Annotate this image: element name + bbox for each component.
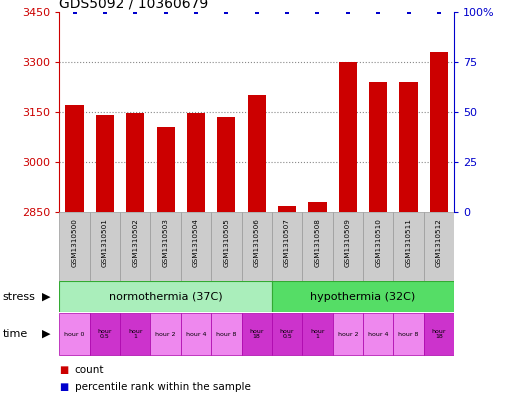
Text: hour
0.5: hour 0.5	[280, 329, 294, 340]
Bar	[126, 113, 144, 212]
Text: GSM1310511: GSM1310511	[406, 218, 412, 266]
Bar	[302, 313, 333, 355]
Text: hour
1: hour 1	[128, 329, 142, 340]
Text: ▶: ▶	[42, 292, 51, 302]
Point	[101, 9, 109, 15]
Text: hour 2: hour 2	[155, 332, 176, 336]
Bar	[211, 313, 241, 355]
Bar	[120, 212, 151, 281]
Text: GSM1310503: GSM1310503	[163, 218, 169, 266]
Text: GSM1310505: GSM1310505	[223, 218, 229, 266]
Bar	[248, 95, 266, 212]
Bar	[181, 313, 211, 355]
Bar	[90, 212, 120, 281]
Bar	[333, 212, 363, 281]
Bar	[187, 113, 205, 212]
Bar	[241, 313, 272, 355]
Text: hour
1: hour 1	[310, 329, 325, 340]
Point	[162, 9, 170, 15]
Point	[344, 9, 352, 15]
Point	[253, 9, 261, 15]
Point	[283, 9, 291, 15]
Bar	[338, 62, 357, 212]
Text: hour 8: hour 8	[216, 332, 236, 336]
Bar	[399, 82, 417, 212]
Bar	[59, 281, 272, 312]
Text: percentile rank within the sample: percentile rank within the sample	[75, 382, 251, 392]
Bar	[333, 313, 363, 355]
Bar	[66, 105, 84, 212]
Point	[70, 9, 78, 15]
Point	[192, 9, 200, 15]
Bar	[181, 212, 211, 281]
Bar	[120, 313, 151, 355]
Text: hour 0: hour 0	[64, 332, 85, 336]
Bar	[393, 313, 424, 355]
Text: hour 2: hour 2	[337, 332, 358, 336]
Text: time: time	[3, 329, 28, 339]
Bar	[211, 212, 241, 281]
Text: GSM1310500: GSM1310500	[72, 218, 77, 266]
Bar	[302, 212, 333, 281]
Bar	[272, 212, 302, 281]
Bar	[151, 313, 181, 355]
Text: GSM1310508: GSM1310508	[314, 218, 320, 266]
Bar	[278, 206, 296, 212]
Bar	[90, 313, 120, 355]
Text: hour
0.5: hour 0.5	[98, 329, 112, 340]
Bar	[369, 82, 388, 212]
Bar	[430, 52, 448, 212]
Bar	[241, 212, 272, 281]
Point	[405, 9, 413, 15]
Text: hypothermia (32C): hypothermia (32C)	[310, 292, 415, 302]
Point	[374, 9, 382, 15]
Bar	[393, 212, 424, 281]
Point	[313, 9, 321, 15]
Bar	[424, 313, 454, 355]
Text: GSM1310507: GSM1310507	[284, 218, 290, 266]
Text: ■: ■	[59, 382, 69, 392]
Bar	[151, 212, 181, 281]
Bar	[272, 313, 302, 355]
Bar	[309, 202, 327, 212]
Text: ■: ■	[59, 365, 69, 375]
Bar	[363, 212, 393, 281]
Text: count: count	[75, 365, 104, 375]
Bar	[363, 313, 393, 355]
Bar	[424, 212, 454, 281]
Bar	[272, 281, 454, 312]
Point	[131, 9, 139, 15]
Bar	[217, 117, 235, 212]
Bar	[156, 127, 175, 212]
Point	[222, 9, 231, 15]
Text: GSM1310510: GSM1310510	[375, 218, 381, 266]
Text: hour
18: hour 18	[249, 329, 264, 340]
Bar	[59, 313, 90, 355]
Text: GSM1310512: GSM1310512	[436, 218, 442, 266]
Text: GSM1310509: GSM1310509	[345, 218, 351, 266]
Text: GSM1310501: GSM1310501	[102, 218, 108, 266]
Text: normothermia (37C): normothermia (37C)	[109, 292, 222, 302]
Text: hour 8: hour 8	[398, 332, 418, 336]
Text: GSM1310504: GSM1310504	[193, 218, 199, 266]
Text: stress: stress	[3, 292, 36, 302]
Text: GSM1310502: GSM1310502	[132, 218, 138, 266]
Text: hour
18: hour 18	[432, 329, 446, 340]
Text: hour 4: hour 4	[368, 332, 389, 336]
Text: ▶: ▶	[42, 329, 51, 339]
Bar	[59, 212, 90, 281]
Point	[435, 9, 443, 15]
Bar	[96, 116, 114, 212]
Text: GSM1310506: GSM1310506	[254, 218, 260, 266]
Text: hour 4: hour 4	[186, 332, 206, 336]
Text: GDS5092 / 10360679: GDS5092 / 10360679	[59, 0, 208, 11]
